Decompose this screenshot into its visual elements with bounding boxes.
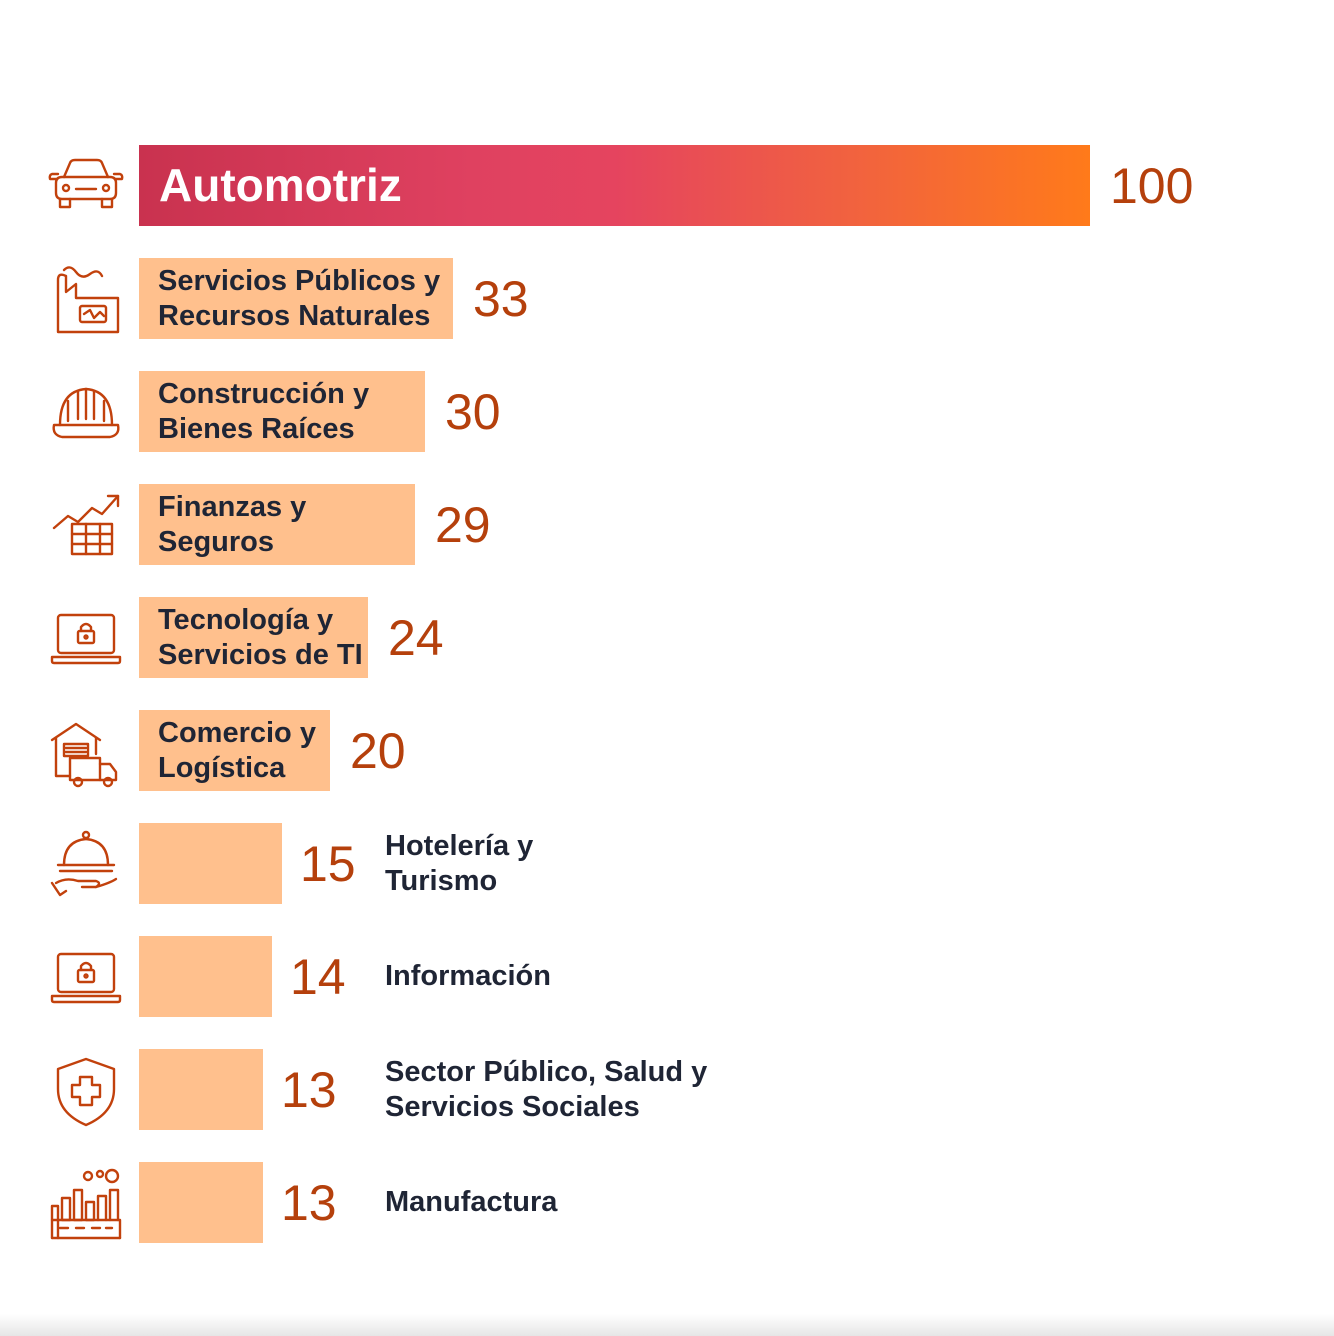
category-label: Construcción y Bienes Raíces bbox=[158, 377, 370, 445]
category-label: Servicios Públicos y Recursos Naturales bbox=[158, 264, 441, 332]
bar: Finanzas y Seguros bbox=[139, 484, 415, 565]
value-label: 13 bbox=[281, 1061, 337, 1118]
laptop-lock-icon bbox=[46, 601, 126, 677]
bar: Comercio y Logística bbox=[139, 710, 330, 791]
bar-row: Finanzas y Seguros 29 bbox=[0, 484, 1334, 566]
value-label: 20 bbox=[350, 722, 406, 779]
bar-row: Construcción y Bienes Raíces 30 bbox=[0, 371, 1334, 453]
value-label: 33 bbox=[473, 270, 529, 327]
shield-cross-icon bbox=[46, 1053, 126, 1129]
bar bbox=[139, 1162, 263, 1243]
service-cloche-icon bbox=[46, 827, 126, 903]
manufacturing-plant-icon bbox=[46, 1166, 126, 1242]
value-label: 24 bbox=[388, 609, 444, 666]
bar-row: Tecnología y Servicios de TI 24 bbox=[0, 597, 1334, 679]
car-icon bbox=[46, 149, 126, 225]
bar: Tecnología y Servicios de TI bbox=[139, 597, 368, 678]
value-label: 100 bbox=[1110, 157, 1194, 214]
hard-hat-icon bbox=[46, 375, 126, 451]
value-label: 30 bbox=[445, 383, 501, 440]
category-label: Hotelería y Turismo bbox=[385, 829, 534, 897]
category-label: Comercio y Logística bbox=[158, 716, 316, 784]
category-label: Sector Público, Salud y Servicios Social… bbox=[385, 1055, 708, 1123]
finance-chart-icon bbox=[46, 488, 126, 564]
category-label: Tecnología y Servicios de TI bbox=[158, 603, 363, 671]
bar bbox=[139, 823, 282, 904]
bar-row: 14 Información bbox=[0, 936, 1334, 1018]
bar: Construcción y Bienes Raíces bbox=[139, 371, 425, 452]
bar: Automotriz bbox=[139, 145, 1090, 226]
bar-row: 15 Hotelería y Turismo bbox=[0, 823, 1334, 905]
bar bbox=[139, 936, 272, 1017]
bar-row: 13 Manufactura bbox=[0, 1162, 1334, 1244]
category-label: Manufactura bbox=[385, 1186, 558, 1218]
factory-energy-icon bbox=[46, 262, 126, 338]
warehouse-truck-icon bbox=[46, 714, 126, 790]
bottom-edge-shade bbox=[0, 1314, 1334, 1336]
bar-row: Comercio y Logística 20 bbox=[0, 710, 1334, 792]
category-label: Finanzas y Seguros bbox=[158, 490, 307, 558]
value-label: 13 bbox=[281, 1174, 337, 1231]
bar-row: Servicios Públicos y Recursos Naturales 3… bbox=[0, 258, 1334, 340]
category-label: Automotriz bbox=[159, 159, 402, 211]
bar: Servicios Públicos y Recursos Naturales bbox=[139, 258, 453, 339]
value-label: 15 bbox=[300, 835, 356, 892]
value-label: 14 bbox=[290, 948, 346, 1005]
category-label: Información bbox=[385, 960, 551, 992]
bar-row: 13 Sector Público, Salud y Servicios Soci… bbox=[0, 1049, 1334, 1131]
laptop-lock-icon bbox=[46, 940, 126, 1016]
value-label: 29 bbox=[435, 496, 491, 553]
bar-row: Automotriz 100 bbox=[0, 145, 1334, 227]
bar bbox=[139, 1049, 263, 1130]
